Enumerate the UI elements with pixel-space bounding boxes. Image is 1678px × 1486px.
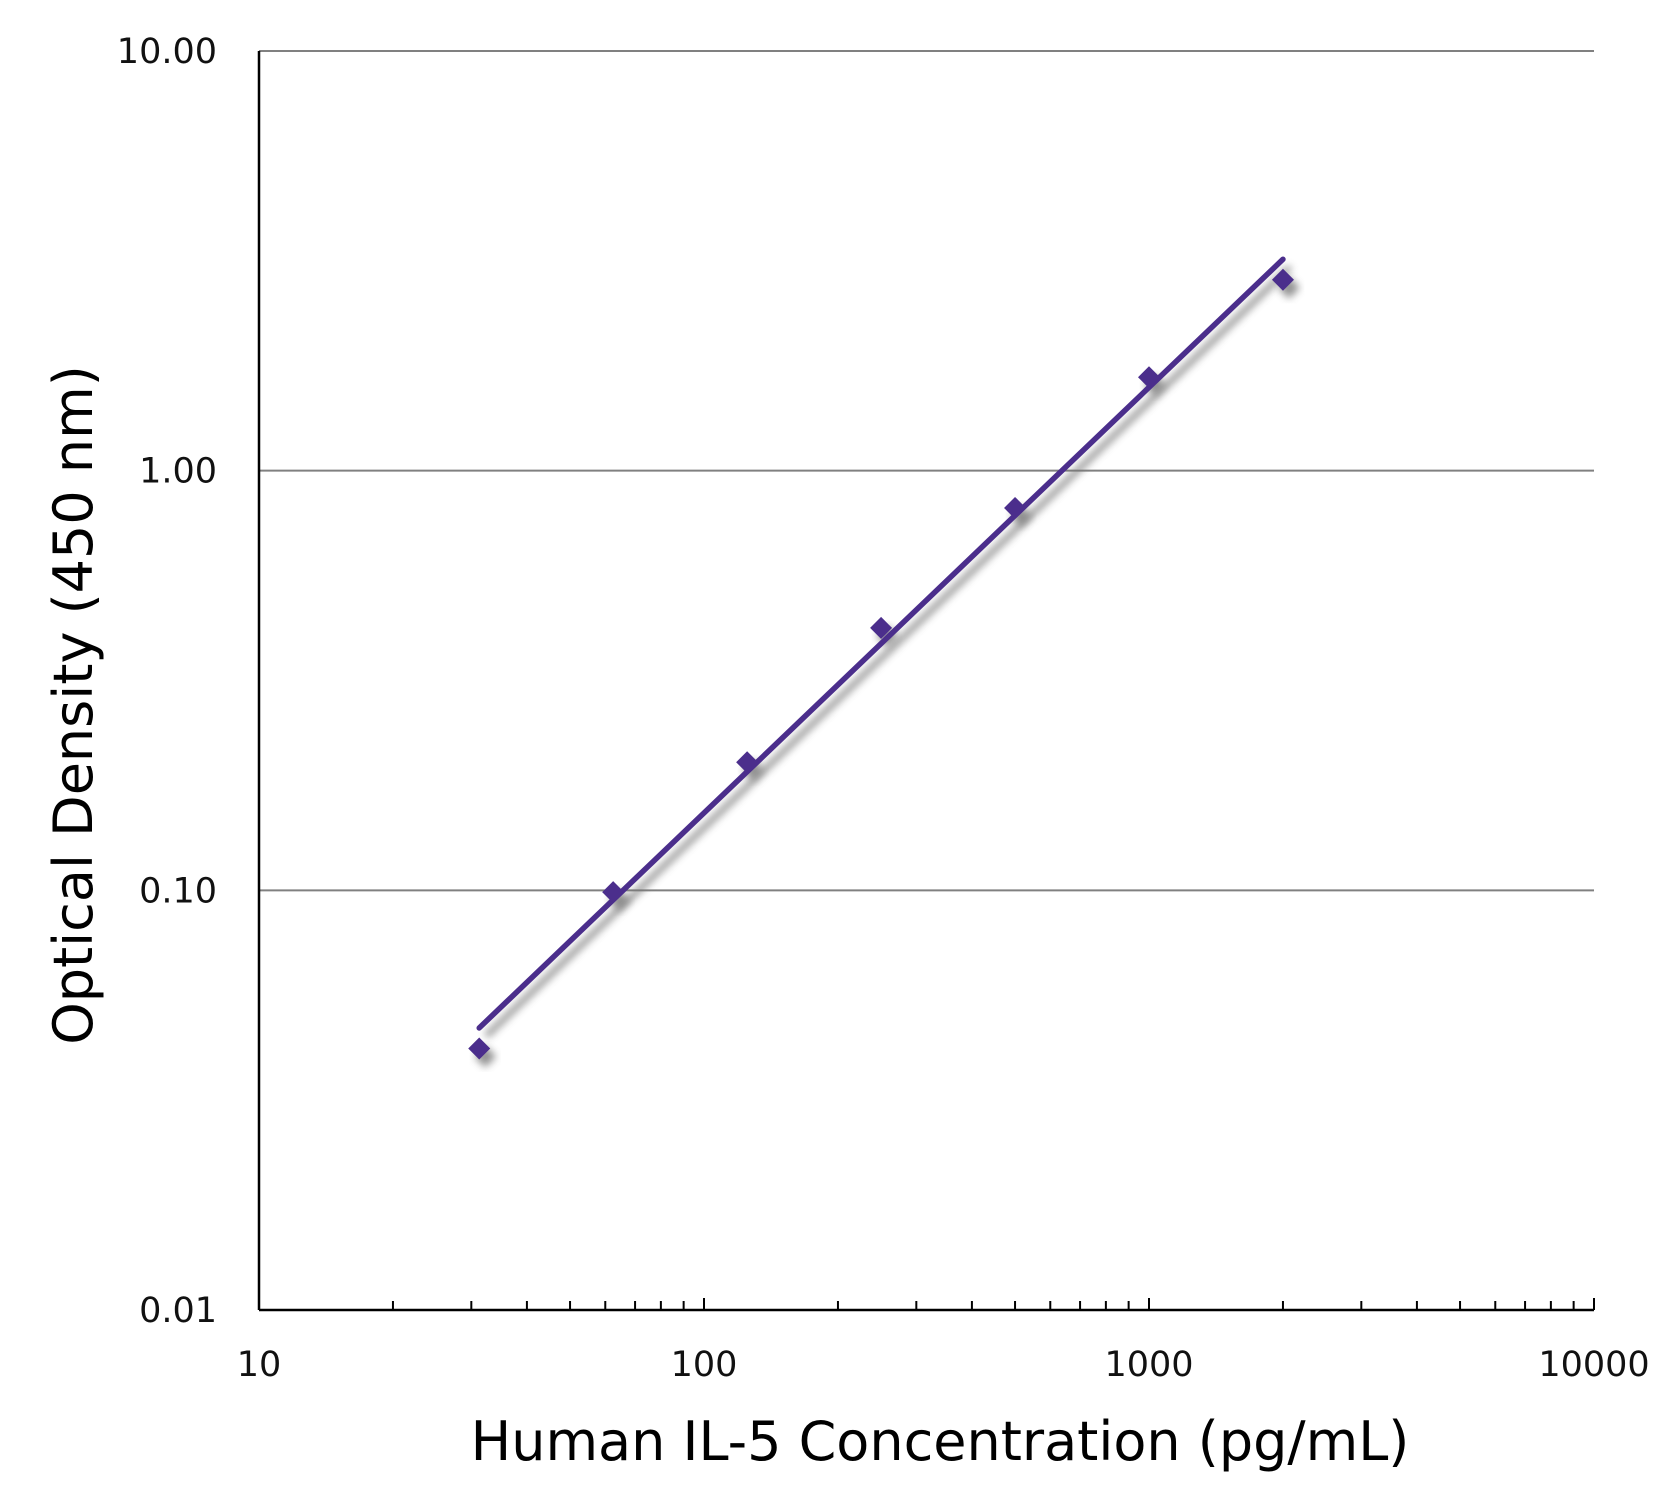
gridlines [259,50,1594,892]
fit-line-shadow [484,265,1293,1039]
y-tick-label: 1.00 [139,452,217,492]
x-axis-label: Human IL-5 Concentration (pg/mL) [471,1410,1410,1473]
data-point [736,751,759,774]
data-marks [468,256,1294,1060]
y-tick-label: 10.00 [117,32,217,72]
data-point [1004,496,1027,519]
mark-shadows [474,265,1300,1068]
y-axis-label: Optical Density (450 nm) [42,365,105,1045]
tick-labels: 0.01 0.10 1.00 10.00 10 100 1000 10000 [117,32,1650,1385]
data-point [468,1037,491,1060]
y-tick-label: 0.10 [139,871,217,911]
data-point [602,881,625,904]
data-point [870,616,893,639]
fit-line [476,256,1286,1031]
y-tick-label: 0.01 [139,1291,217,1331]
x-tick-label: 10000 [1538,1345,1649,1385]
x-tick-label: 100 [671,1345,738,1385]
data-point [1271,268,1294,291]
data-point [1138,366,1160,389]
axes [257,51,1595,1312]
x-tick-label: 10 [237,1345,282,1385]
x-tick-label: 1000 [1104,1345,1193,1385]
